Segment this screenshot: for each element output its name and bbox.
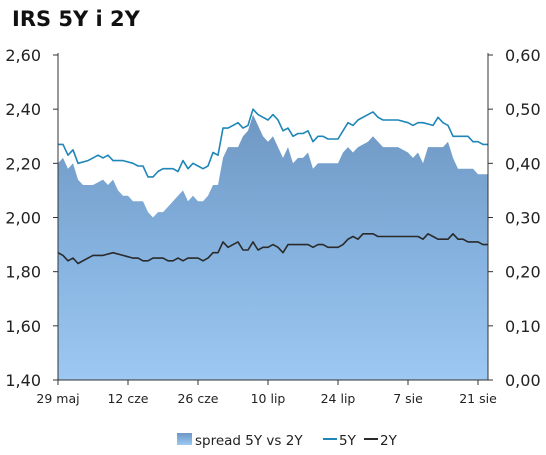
y-left-tick-label: 2,60 [5,46,41,65]
legend-swatch-spread [177,433,192,445]
y-right-tick-label: 0,30 [505,209,541,228]
y-left-tick-label: 1,60 [5,317,41,336]
y-left-tick-label: 2,40 [5,100,41,119]
y-left-tick-label: 1,80 [5,263,41,282]
y-right-tick-label: 0,00 [505,371,541,390]
five-year-line [58,108,488,178]
x-tick-label: 26 cze [177,391,218,406]
x-tick-label: 21 sie [459,391,497,406]
spread-area-layer [58,114,488,380]
y-left-tick-label: 2,00 [5,209,41,228]
chart-title: IRS 5Y i 2Y [12,7,140,31]
y-right-tick-label: 0,10 [505,317,541,336]
x-tick-label: 29 maj [36,391,79,406]
legend: spread 5Y vs 2Y 5Y 2Y [177,433,398,449]
y-right-tick-label: 0,60 [505,46,541,65]
y-right-tick-label: 0,40 [505,154,541,173]
x-tick-label: 7 sie [393,391,423,406]
x-tick-label: 24 lip [321,391,356,406]
y-right-tick-label: 0,50 [505,100,541,119]
x-tick-label: 12 cze [107,391,148,406]
y-left-tick-label: 2,20 [5,154,41,173]
axes-layer: 1,40 1,60 1,80 2,00 2,20 2,40 2,60 0,00 0,10 0,20… [5,46,540,406]
legend-label-2y: 2Y [380,433,398,449]
lines-layer [57,108,488,265]
legend-label-spread: spread 5Y vs 2Y [195,433,303,449]
spread-area [58,114,488,380]
y-right-tick-label: 0,20 [505,263,541,282]
x-tick-label: 10 lip [251,391,286,406]
y-left-tick-label: 1,40 [5,371,41,390]
legend-label-5y: 5Y [339,433,357,449]
two-year-line [57,233,488,265]
